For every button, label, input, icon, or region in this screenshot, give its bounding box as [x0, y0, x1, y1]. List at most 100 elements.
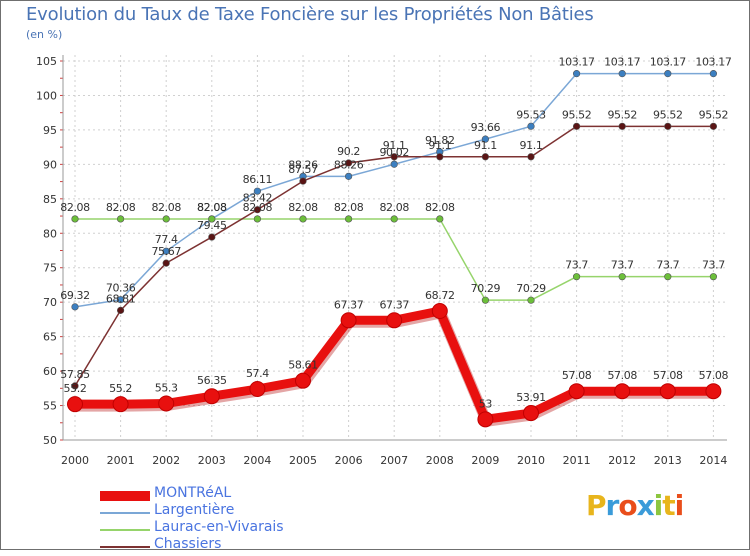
x-tick-label: 2001 [107, 454, 135, 467]
x-tick-label: 2011 [563, 454, 591, 467]
data-point [249, 381, 266, 398]
data-point [71, 382, 79, 390]
data-label: 73.7 [656, 259, 679, 272]
x-tick-label: 2002 [152, 454, 180, 467]
data-label: 67.37 [379, 298, 409, 311]
data-label: 69.32 [60, 289, 90, 302]
legend-swatch [100, 491, 150, 501]
data-point [162, 247, 170, 255]
legend-label: MONTRéAL [154, 485, 232, 501]
data-label: 70.29 [516, 282, 546, 295]
data-point [253, 206, 261, 214]
data-label: 58.61 [288, 359, 318, 372]
data-label: 82.08 [106, 201, 136, 214]
x-tick-label: 2004 [243, 454, 271, 467]
data-point [253, 215, 261, 223]
data-point [208, 233, 216, 241]
y-tick-label: 95 [43, 124, 57, 137]
data-label: 103.17 [604, 56, 640, 69]
data-label: 82.08 [379, 201, 409, 214]
data-label: 82.08 [60, 201, 90, 214]
data-label: 90.2 [337, 145, 360, 158]
data-point [340, 312, 357, 329]
data-label: 91.1 [474, 139, 497, 152]
data-point [208, 215, 216, 223]
data-point [664, 70, 672, 78]
data-label: 55.2 [109, 382, 132, 395]
data-label: 103.17 [650, 56, 686, 69]
data-label: 73.7 [702, 259, 725, 272]
x-tick-label: 2008 [426, 454, 454, 467]
y-tick-label: 70 [43, 296, 57, 309]
x-tick-label: 2007 [380, 454, 408, 467]
data-point [390, 153, 398, 161]
data-label: 88.26 [334, 158, 364, 171]
data-label: 57.4 [246, 367, 269, 380]
data-point [614, 383, 631, 400]
y-tick-label: 55 [43, 400, 57, 413]
logo-letter: t [662, 489, 675, 522]
data-label: 91.1 [383, 139, 406, 152]
data-point [112, 396, 129, 413]
data-label: 87.57 [288, 163, 318, 176]
data-label: 82.08 [334, 201, 364, 214]
data-point [618, 70, 626, 78]
data-point [436, 153, 444, 161]
data-point [572, 273, 581, 281]
data-point [345, 159, 353, 167]
y-tick-label: 65 [43, 331, 57, 344]
y-axis-unit-label: (en %) [26, 28, 63, 41]
data-point [527, 122, 535, 130]
data-point [71, 215, 79, 223]
plot-area [63, 55, 727, 440]
data-point [481, 153, 490, 161]
x-tick-label: 2010 [517, 454, 545, 467]
data-point [71, 303, 79, 311]
data-point [116, 306, 125, 314]
logo-letter: x [636, 489, 655, 522]
data-point [431, 303, 448, 320]
data-label: 57.08 [653, 369, 683, 382]
logo-letter: o [618, 489, 637, 522]
data-point [481, 296, 490, 304]
x-tick-label: 2000 [61, 454, 89, 467]
data-label: 95.52 [562, 108, 592, 121]
data-label: 68.81 [106, 292, 136, 305]
x-tick-label: 2012 [608, 454, 636, 467]
legend-swatch [100, 529, 150, 531]
data-label: 82.08 [425, 201, 455, 214]
data-point [664, 122, 672, 130]
data-label: 103.17 [559, 56, 595, 69]
data-label: 68.72 [425, 289, 455, 302]
data-point [299, 177, 307, 185]
data-point [67, 396, 83, 413]
data-label: 82.08 [151, 201, 181, 214]
data-label: 90.02 [379, 146, 409, 159]
data-labels-laurac-en-vivarais: 82.08 82.08 82.08 82.08 82.08 82.08 82.08 82.08… [60, 201, 725, 295]
data-point [299, 215, 307, 223]
data-point [386, 312, 403, 329]
data-label: 70.36 [106, 282, 136, 295]
data-label: 73.7 [565, 259, 588, 272]
chart-title: Evolution du Taux de Taxe Foncière sur l… [26, 4, 594, 25]
data-label: 57.08 [699, 369, 729, 382]
data-point [664, 273, 672, 281]
data-point [345, 172, 353, 180]
legend-label: Laurac-en-Vivarais [154, 519, 284, 535]
data-label: 86.11 [243, 173, 273, 186]
data-label: 55.2 [64, 382, 87, 395]
data-label: 91.1 [428, 139, 451, 152]
series-montreal [67, 303, 722, 428]
data-point [345, 215, 353, 223]
x-tick-label: 2003 [198, 454, 226, 467]
data-label: 95.53 [516, 108, 546, 121]
data-label: 75.67 [151, 245, 181, 258]
data-point [709, 70, 718, 78]
data-label: 53.91 [516, 391, 546, 404]
data-point [390, 160, 398, 168]
data-point [709, 273, 718, 281]
logo-letter: r [605, 489, 620, 522]
data-point [527, 296, 535, 304]
data-point [295, 372, 311, 389]
